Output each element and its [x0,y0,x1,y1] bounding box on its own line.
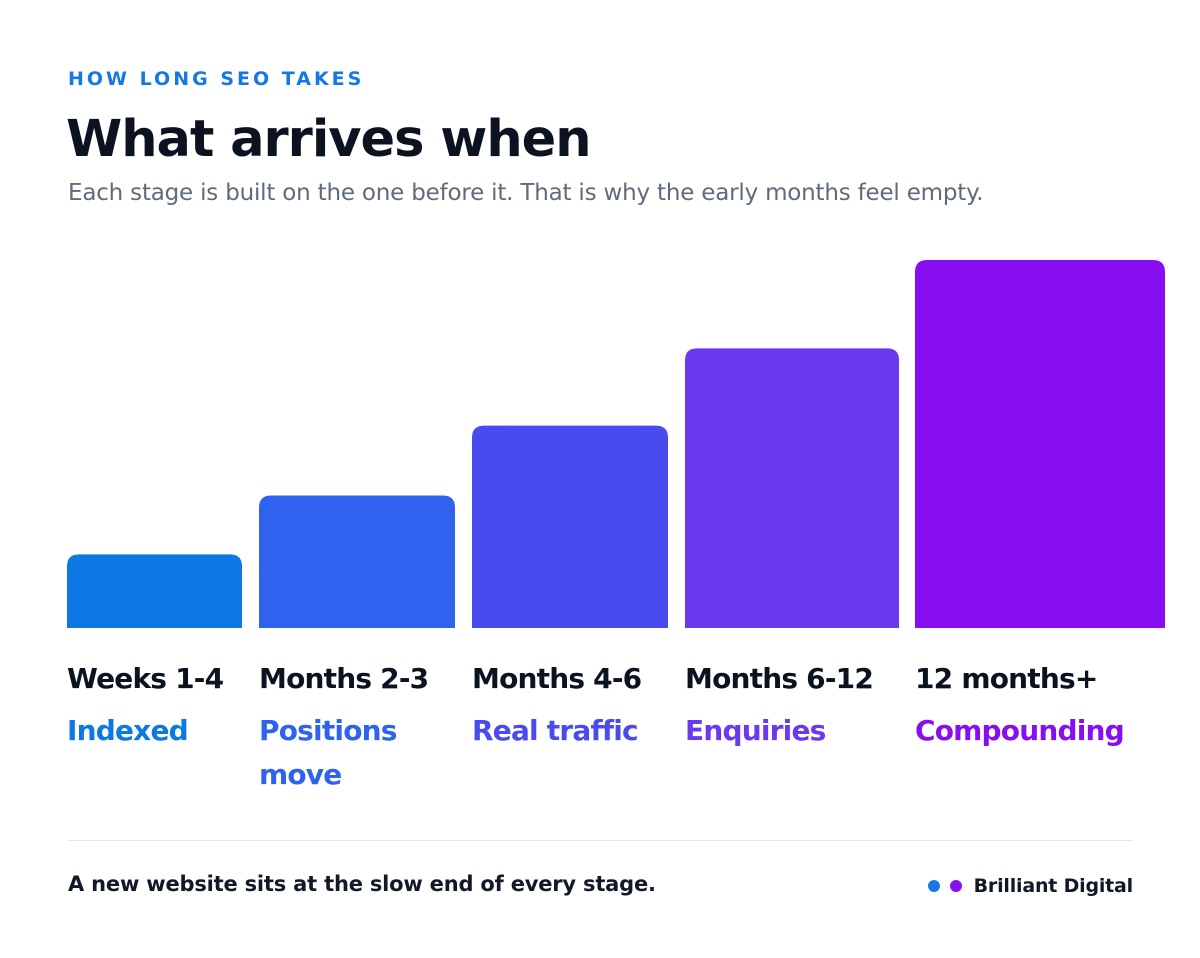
bar-2 [259,495,455,628]
footer-note: A new website sits at the slow end of ev… [68,872,656,896]
bar-1 [67,554,242,628]
stage-label-3: Real traffic [472,714,638,747]
eyebrow-label: HOW LONG SEO TAKES [68,68,365,90]
footer-divider [68,840,1133,841]
bars-group [67,260,1165,628]
brand-name: Brilliant Digital [973,875,1134,897]
bar-5 [915,260,1165,628]
category-label-3: Months 4-6 [472,662,641,695]
brand-logo: Brilliant Digital [927,875,1134,897]
category-label-1: Weeks 1-4 [67,662,224,695]
page-subtitle: Each stage is built on the one before it… [68,180,984,206]
stage-label-4: Enquiries [685,714,826,747]
bar-3 [472,425,668,628]
page-title: What arrives when [66,110,592,169]
stage-label-2-line-1: Positions [259,714,397,747]
stage-label-5: Compounding [915,714,1124,747]
brand-dot-blue [927,880,940,892]
category-label-5: 12 months+ [915,662,1098,695]
stage-label-1: Indexed [67,714,188,747]
stage-labels-group: Weeks 1-4 Indexed Months 2-3 Positions move M… [67,662,1125,791]
stage-label-2-line-2: move [259,758,341,791]
category-label-4: Months 6-12 [685,662,873,695]
bar-4 [685,348,899,628]
category-label-2: Months 2-3 [259,662,428,695]
brand-dot-purple [949,880,962,892]
